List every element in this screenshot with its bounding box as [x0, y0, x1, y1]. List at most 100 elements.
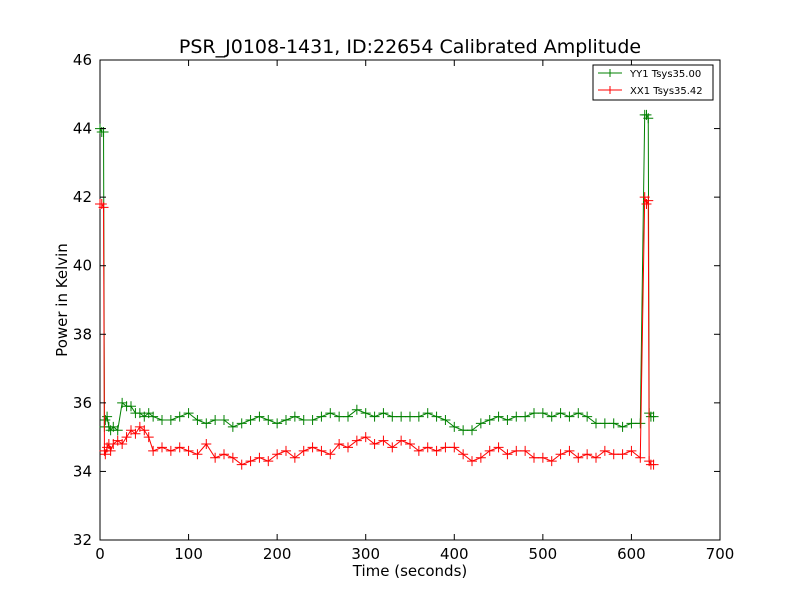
x-axis-label: Time (seconds) [352, 562, 468, 580]
data-point [635, 452, 646, 463]
data-point [458, 425, 469, 436]
data-point [413, 411, 424, 422]
data-point [130, 428, 141, 439]
data-point [351, 404, 362, 415]
data-point [475, 452, 486, 463]
data-point [245, 456, 256, 467]
data-point [227, 452, 238, 463]
ticks-layer [99, 59, 721, 541]
data-point [458, 449, 469, 460]
data-point [440, 442, 451, 453]
data-point [281, 415, 291, 425]
data-point [316, 411, 327, 422]
data-point [289, 411, 300, 422]
data-point [626, 445, 637, 456]
data-point [511, 445, 522, 456]
data-point [608, 449, 619, 460]
x-tick-label: 500 [529, 545, 558, 563]
data-point [520, 445, 531, 456]
data-point [582, 449, 593, 460]
data-point [334, 439, 345, 449]
y-axis-label: Power in Kelvin [53, 243, 71, 357]
y-tick-label: 46 [73, 51, 92, 69]
data-point [467, 456, 477, 467]
data-point [449, 421, 460, 432]
series-1 [95, 192, 659, 470]
y-tick-label: 34 [73, 462, 92, 480]
y-tick-label: 44 [73, 120, 92, 138]
data-point [475, 418, 486, 429]
data-point [263, 415, 274, 425]
data-point [422, 442, 433, 453]
data-point [643, 113, 654, 124]
data-point [289, 452, 300, 463]
data-point [599, 445, 610, 456]
data-point [117, 439, 128, 449]
data-point [201, 418, 212, 429]
data-point [449, 442, 460, 453]
data-point [272, 449, 283, 460]
data-point [529, 408, 539, 419]
data-point [648, 411, 659, 422]
x-tick-label: 600 [617, 545, 646, 563]
data-point [564, 445, 575, 456]
data-point [529, 452, 539, 463]
data-point [165, 445, 176, 456]
data-point [591, 418, 601, 429]
data-point [102, 411, 113, 422]
data-point [493, 411, 504, 422]
data-point [157, 442, 167, 453]
data-point [643, 195, 654, 206]
data-point [573, 408, 584, 419]
x-tick-label: 0 [95, 545, 105, 563]
data-point [219, 449, 229, 460]
data-point [307, 442, 318, 453]
data-point [635, 418, 646, 429]
plot-area [99, 59, 721, 541]
data-point [343, 442, 353, 453]
data-point [467, 425, 477, 436]
data-point [360, 408, 371, 419]
data-point [183, 408, 194, 419]
chart-title: PSR_J0108-1431, ID:22654 Calibrated Ampl… [179, 36, 641, 58]
data-point [219, 415, 229, 425]
data-point [100, 449, 111, 460]
data-point [174, 442, 185, 453]
data-point [307, 415, 318, 425]
data-point [413, 445, 424, 456]
data-point [387, 442, 398, 453]
data-point [236, 459, 247, 470]
data-point [608, 418, 619, 429]
data-point [236, 418, 247, 429]
data-point [126, 401, 136, 412]
data-point [121, 432, 132, 443]
data-point [148, 445, 159, 456]
data-point [272, 418, 283, 429]
series-layer [95, 109, 659, 470]
data-point [599, 418, 610, 429]
data-point [245, 415, 256, 425]
data-point [369, 439, 380, 449]
data-point [648, 459, 659, 470]
data-point [537, 452, 548, 463]
data-point [387, 411, 398, 422]
y-tick-label: 40 [73, 257, 92, 275]
x-tick-label: 100 [174, 545, 203, 563]
legend-frame [592, 64, 714, 101]
data-point [564, 411, 575, 422]
series-0 [95, 109, 659, 436]
data-point [626, 418, 637, 429]
data-point [201, 439, 212, 449]
legend: YY1 Tsys35.00 XX1 Tsys35.42 [592, 64, 714, 101]
data-point [112, 425, 123, 436]
data-point [325, 449, 336, 460]
data-point [431, 411, 442, 422]
data-point [440, 415, 451, 425]
data-point [139, 425, 150, 436]
y-tick-label: 38 [73, 325, 92, 343]
data-point [502, 415, 513, 425]
data-point [334, 411, 345, 422]
y-tick-label: 42 [73, 188, 92, 206]
data-point [254, 411, 265, 422]
